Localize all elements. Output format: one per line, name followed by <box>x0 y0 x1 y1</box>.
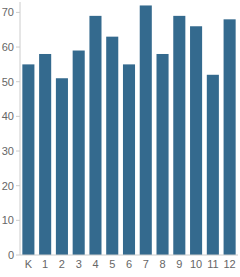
bar <box>106 37 118 255</box>
bar <box>173 16 185 255</box>
y-tick-label: 10 <box>2 214 14 226</box>
x-tick-label: 5 <box>109 258 115 270</box>
bar <box>22 64 34 255</box>
y-tick-label: 40 <box>2 110 14 122</box>
y-axis <box>20 2 21 255</box>
y-tick <box>16 116 20 117</box>
x-tick-label: 8 <box>159 258 165 270</box>
y-tick-label: 50 <box>2 76 14 88</box>
bar <box>39 54 51 255</box>
x-tick-label: 7 <box>143 258 149 270</box>
bar <box>123 64 135 255</box>
y-tick <box>16 47 20 48</box>
y-tick <box>16 220 20 221</box>
y-tick-label: 0 <box>8 249 14 261</box>
y-tick <box>16 81 20 82</box>
x-tick-label: 1 <box>42 258 48 270</box>
bar <box>89 16 101 255</box>
x-tick-label: 4 <box>92 258 98 270</box>
y-tick <box>16 151 20 152</box>
y-tick <box>16 185 20 186</box>
x-tick-label: K <box>25 258 33 270</box>
y-tick <box>16 12 20 13</box>
x-tick-label: 12 <box>223 258 235 270</box>
y-tick-label: 70 <box>2 6 14 18</box>
y-tick-label: 60 <box>2 41 14 53</box>
bar <box>224 19 236 255</box>
bar <box>157 54 169 255</box>
bar <box>140 5 152 255</box>
x-tick-label: 10 <box>190 258 202 270</box>
bar <box>73 51 85 255</box>
y-tick <box>16 255 20 256</box>
x-tick-label: 3 <box>76 258 82 270</box>
chart: 010203040506070K123456789101112 <box>0 0 240 277</box>
y-tick-label: 30 <box>2 145 14 157</box>
x-tick-label: 2 <box>59 258 65 270</box>
bars <box>22 5 235 255</box>
x-tick-label: 9 <box>176 258 182 270</box>
x-tick-label: 11 <box>207 258 218 270</box>
bar <box>190 26 202 255</box>
x-axis <box>20 255 238 256</box>
x-tick-label: 6 <box>126 258 132 270</box>
bar <box>207 75 219 255</box>
y-tick-label: 20 <box>2 180 14 192</box>
bar <box>56 78 68 255</box>
